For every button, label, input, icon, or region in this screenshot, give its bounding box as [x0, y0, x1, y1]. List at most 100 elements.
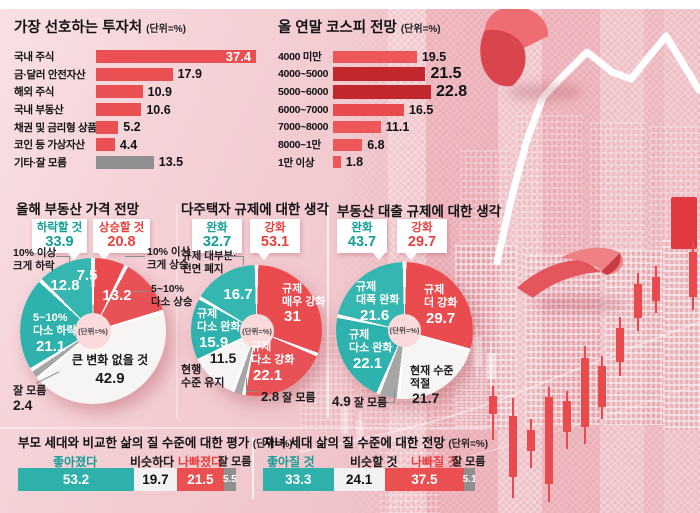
ribbon-icon	[517, 247, 626, 312]
segment-value: 19.7	[142, 472, 169, 487]
callout-value: 29.7	[407, 234, 437, 250]
bar-rows: 국내 주식 37.4 금·달러 안전자산 17.9 해외 주식 10.9 국내 부동산 10.…	[14, 48, 278, 171]
bar-row: 국내 주식 37.4	[14, 48, 278, 66]
legend-similar: 비슷할 것	[350, 455, 398, 469]
legend-worsened: 나빠졌다	[178, 455, 223, 469]
bar-value: 6.8	[367, 137, 385, 152]
leader-line	[228, 256, 244, 257]
leader-line	[246, 378, 247, 391]
bar-category-label: 5000~6000	[278, 85, 329, 98]
bar-value: 21.5	[430, 65, 462, 83]
bar-value: 10.9	[147, 84, 172, 99]
bar-row: 해외 주식 10.9	[14, 83, 278, 101]
bar-value: 11.1	[385, 120, 410, 135]
bar-value: 17.9	[177, 67, 202, 82]
callout-label: 강화	[264, 222, 286, 234]
bar-value: 13.5	[158, 155, 184, 170]
chart-title: 가장 선호하는 투자처 (단위=%)	[14, 16, 278, 37]
callout-rise: 상승할 것 20.8	[93, 219, 150, 260]
chart-title: 자녀 세대 삶의 질 수준에 대한 전망 (단위=%)	[263, 432, 488, 451]
slice-value: 7.5	[76, 267, 98, 284]
bar	[96, 155, 154, 169]
bar-rows: 4000 미만 19.5 4000~5000 21.5 5000~6000 22.8 600…	[278, 48, 467, 171]
bar	[333, 103, 404, 116]
unit-label: (단위=%)	[78, 326, 108, 336]
bar-category-label: 코인 등 가상자산	[14, 139, 85, 152]
slice-value: 42.9	[95, 370, 125, 387]
bar-row: 기타·잘 모름 13.5	[14, 154, 278, 172]
slice-value: 13.2	[102, 287, 132, 304]
callout-pointer	[373, 253, 385, 260]
pie-center: (단위=%)	[75, 313, 111, 349]
slice-label: 규제 대부분· 전면 폐지	[182, 250, 237, 275]
chart-title-text: 자녀 세대 삶의 질 수준에 대한 전망	[263, 436, 445, 450]
building-silhouette	[455, 245, 517, 430]
stacked-segment: 19.7	[133, 468, 177, 491]
slice-value: 12.8	[50, 277, 80, 294]
unit-label: (단위=%)	[242, 326, 272, 336]
leader-line	[394, 390, 395, 402]
unit-label: (단위=%)	[252, 439, 293, 450]
bar	[333, 50, 417, 63]
callout-value: 43.7	[347, 234, 377, 250]
slice-value: 15.9	[199, 334, 229, 351]
legend-unknown: 잘 모름	[218, 456, 252, 468]
bar-category-label: 해외 주식	[14, 86, 55, 99]
callout-value: 20.8	[107, 234, 136, 250]
chart-children-life-quality-outlook: 자녀 세대 삶의 질 수준에 대한 전망 (단위=%) 좋아질 것 비슷할 것 …	[263, 432, 488, 498]
callout-value: 32.7	[202, 234, 232, 250]
stacked-bar: 33.3 24.1 37.5 5.1	[263, 468, 475, 491]
unit-label: (단위=%)	[448, 439, 489, 450]
slice-label: 10% 이상 크게 하락	[13, 247, 57, 272]
bar-row: 5000~6000 22.8	[278, 83, 467, 101]
bar-category-label: 7000~8000	[278, 121, 329, 134]
bar-category-label: 1만 이상	[278, 156, 315, 169]
callout-label: 강화	[411, 222, 433, 234]
section-divider	[327, 204, 329, 418]
leader-line	[56, 256, 70, 257]
section-divider	[0, 427, 490, 429]
slice-value: 16.7	[223, 286, 253, 303]
candlestick-chart-art	[489, 197, 697, 502]
building-silhouette	[605, 250, 665, 425]
slice-label-group: 4.9 잘 모름	[332, 395, 388, 410]
bar	[96, 67, 173, 81]
bar	[333, 156, 341, 169]
bar-value: 4.4	[119, 137, 138, 152]
leader-line	[243, 256, 244, 265]
bar-row: 6000~7000 16.5	[278, 101, 448, 119]
bar-row: 금·달러 안전자산 17.9	[14, 66, 278, 84]
slice-value: 31	[284, 308, 301, 325]
bar-category-label: 4000 미만	[278, 51, 322, 64]
slice-label-group: 2.8 잘 모름	[261, 390, 316, 405]
stacked-segment: 5.1	[463, 468, 475, 491]
callout-label: 완화	[206, 222, 228, 234]
slice-label: 규제 대폭 완화	[356, 281, 400, 306]
slice-label: 규제 다소 완화	[197, 308, 241, 333]
bar	[333, 67, 426, 82]
slice-value: 21.1	[36, 338, 66, 355]
slice-label: 현재 수준 적절	[410, 365, 454, 390]
chart-title: 부모 세대와 비교한 삶의 질 수준에 대한 평가 (단위=%)	[18, 432, 293, 451]
unit-label: (단위=%)	[400, 24, 441, 35]
slice-label: 규제 더 강화	[424, 284, 458, 309]
bar-value: 10.6	[146, 102, 171, 117]
bar	[96, 138, 115, 152]
ribbon-icon	[480, 6, 583, 101]
legend-improved: 좋아졌다	[53, 455, 98, 469]
chart-preferred-investments: 가장 선호하는 투자처 (단위=%) 국내 주식 37.4 금·달러 안전자산 17.…	[14, 16, 278, 171]
bar-value: 16.5	[408, 102, 434, 117]
bar-category-label: 국내 부동산	[14, 104, 64, 117]
chart-title: 올 연말 코스피 전망 (단위=%)	[278, 16, 448, 37]
slice-label: 잘 모름	[353, 397, 388, 409]
line-chart-art	[493, 32, 700, 266]
section-divider	[252, 437, 254, 499]
slice-value: 21.7	[412, 390, 440, 406]
leader-line	[246, 391, 258, 392]
stacked-segment: 53.2	[18, 468, 134, 491]
legend-worsen: 나빠질 것	[411, 455, 459, 469]
bar-value: 37.4	[225, 49, 252, 65]
bar-row: 7000~8000 11.1	[278, 118, 448, 136]
stacked-segment: 24.1	[333, 468, 385, 491]
